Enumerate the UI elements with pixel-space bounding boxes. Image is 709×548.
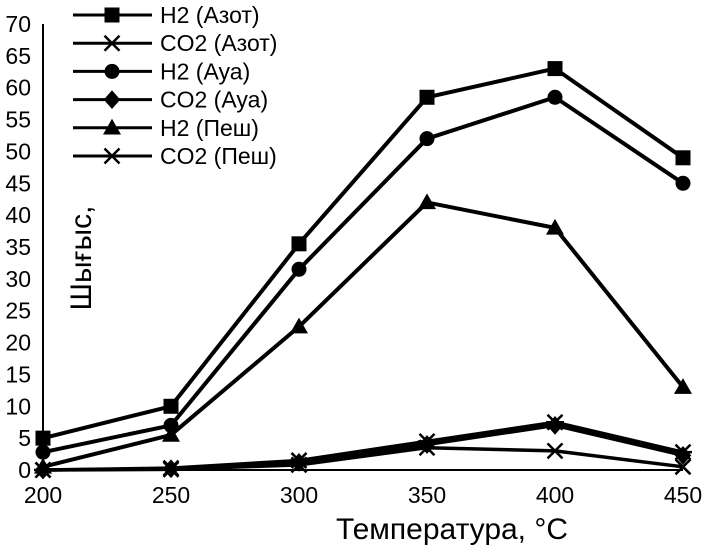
y-tick-label: 35 <box>5 234 31 260</box>
data-point <box>418 439 436 457</box>
data-point <box>546 218 564 235</box>
series-layer <box>34 61 692 480</box>
series-3 <box>35 89 691 460</box>
data-point <box>35 430 51 446</box>
data-point <box>547 61 563 77</box>
y-tick-label: 10 <box>5 393 31 419</box>
data-point <box>291 261 307 277</box>
y-axis-title: Шығыс, <box>65 206 98 311</box>
data-point <box>675 175 691 191</box>
y-tick-label: 20 <box>5 330 31 356</box>
y-tick-labels: 0 5 10 15 20 25 30 35 40 45 50 55 60 65 70 <box>5 11 31 483</box>
series-line <box>42 420 684 472</box>
x-tick-label: 250 <box>152 482 190 508</box>
y-tick-label: 40 <box>5 202 31 228</box>
y-tick-label: 45 <box>5 170 31 196</box>
data-point <box>163 398 179 414</box>
y-tick-label: 55 <box>5 107 31 133</box>
series-line <box>42 95 685 455</box>
legend-label: H2 (Пеш) <box>160 115 259 141</box>
y-tick-label: 70 <box>5 11 31 37</box>
data-point <box>546 442 564 460</box>
data-point <box>674 458 692 476</box>
y-tick-label: 25 <box>5 298 31 324</box>
legend-label: CO2 (Азот) <box>160 30 277 56</box>
legend-marker <box>104 7 120 23</box>
x-tick-label: 350 <box>408 482 446 508</box>
data-point <box>290 317 308 334</box>
legend-background <box>62 0 312 178</box>
data-point <box>547 89 563 105</box>
legend-entry: H2 (Пеш) <box>73 115 259 141</box>
legend-label: H2 (Азот) <box>160 2 260 28</box>
data-point <box>546 416 564 435</box>
x-tick-label: 300 <box>280 482 318 508</box>
y-tick-label: 15 <box>5 361 31 387</box>
legend-marker <box>104 63 120 79</box>
data-point <box>290 452 308 472</box>
legend: H2 (Азот)CO2 (Азот)H2 (Ауа) CO2 (Ауа)H2 (… <box>62 0 312 178</box>
x-tick-label: 400 <box>536 482 574 508</box>
y-tick-label: 0 <box>18 457 31 483</box>
legend-marker <box>103 147 121 165</box>
data-point <box>291 236 307 252</box>
y-tick-label: 50 <box>5 138 31 164</box>
series-5 <box>34 193 692 474</box>
y-tick-label: 5 <box>18 425 31 451</box>
y-tick-label: 30 <box>5 266 31 292</box>
legend-marker <box>103 34 121 52</box>
data-point <box>163 417 179 433</box>
data-point <box>675 150 691 166</box>
data-point <box>419 131 435 147</box>
data-point <box>162 460 180 478</box>
legend-entry: CO2 (Азот) <box>73 30 277 56</box>
data-point <box>34 461 52 479</box>
series-line <box>42 66 685 441</box>
x-tick-label: 200 <box>24 482 62 508</box>
data-point <box>35 444 51 460</box>
series-line <box>42 445 684 472</box>
legend-label: H2 (Ауа) <box>160 58 250 84</box>
data-point <box>674 445 692 465</box>
data-point <box>418 193 436 210</box>
legend-entry: H2 (Азот) <box>73 2 260 28</box>
legend-marker <box>103 90 121 109</box>
data-point <box>674 378 692 394</box>
x-axis-title: Температура, °C <box>336 513 568 546</box>
legend-entry: CO2 (Ауа) <box>73 87 268 113</box>
series-1 <box>35 61 691 446</box>
data-point <box>418 435 436 454</box>
legend-label: CO2 (Ауа) <box>160 87 268 113</box>
data-point <box>419 89 435 105</box>
y-tick-label: 65 <box>5 43 31 69</box>
legend-entry: CO2 (Пеш) <box>73 143 277 169</box>
legend-marker <box>103 118 121 135</box>
legend-entry: H2 (Ауа) <box>73 58 250 84</box>
legend-label: CO2 (Пеш) <box>160 143 277 169</box>
data-point <box>290 456 308 474</box>
series-6 <box>34 439 692 479</box>
x-tick-labels: 200 250 300 350 400 450 <box>24 482 702 508</box>
data-point <box>162 425 180 442</box>
y-tick-label: 60 <box>5 75 31 101</box>
x-tick-label: 450 <box>664 482 702 508</box>
series-line <box>42 200 685 469</box>
